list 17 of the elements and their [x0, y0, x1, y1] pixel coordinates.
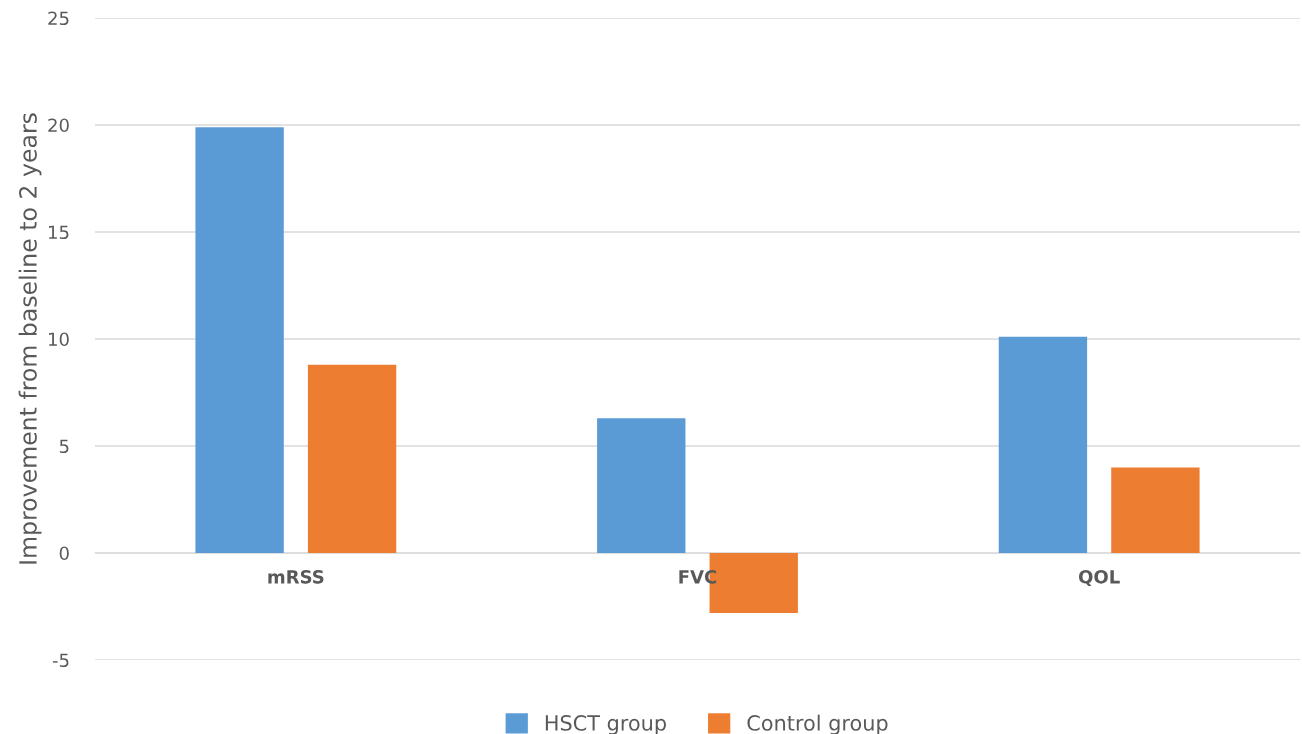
y-tick-label: 5 — [59, 439, 69, 454]
x-tick-label: QOL — [1078, 569, 1120, 587]
y-axis-title: Improvement from baseline to 2 years — [18, 113, 42, 564]
y-tick-label: 25 — [48, 11, 69, 26]
bar — [1111, 467, 1200, 553]
y-tick-label: 10 — [49, 332, 69, 347]
y-tick-label: 20 — [48, 118, 69, 133]
y-tick-label: -5 — [52, 653, 69, 668]
y-tick-label: 0 — [59, 546, 69, 561]
legend-label: Control group — [747, 714, 888, 734]
legend-label: HSCT group — [545, 715, 666, 734]
bar — [307, 364, 397, 553]
bar — [998, 336, 1088, 553]
x-tick-label: mRSS — [268, 569, 324, 584]
bar — [597, 418, 686, 553]
y-tick-label: 15 — [49, 225, 69, 240]
bar — [195, 127, 284, 553]
